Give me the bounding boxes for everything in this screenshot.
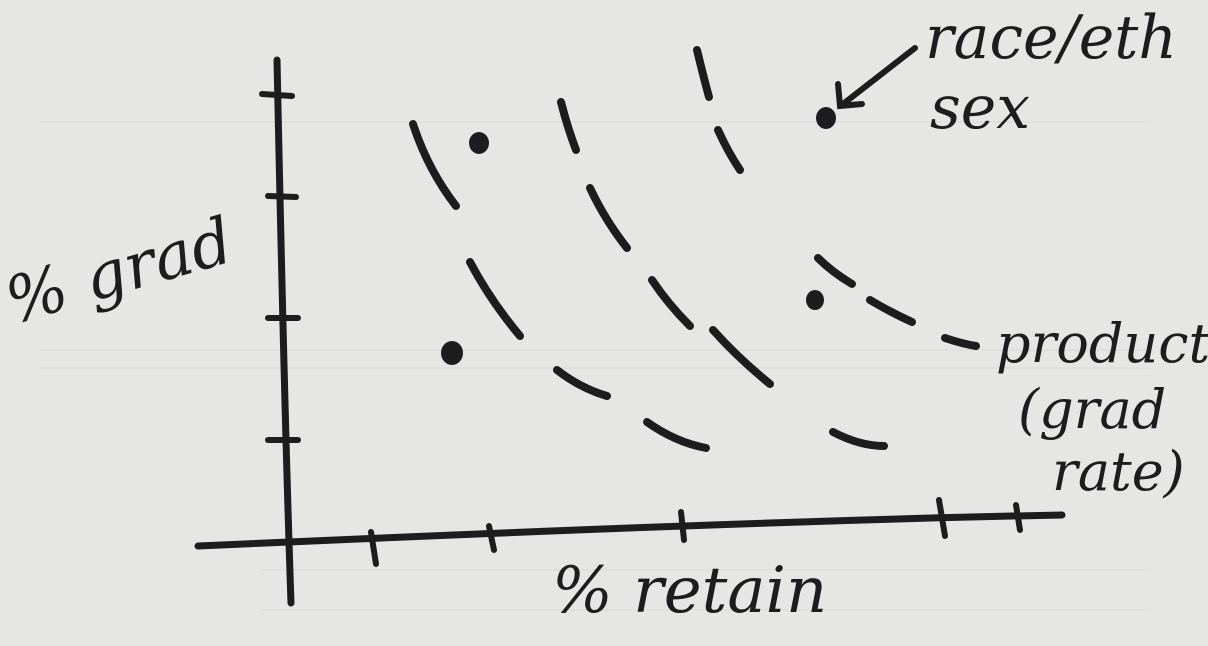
curves-annotation-line-1: product (996, 312, 1208, 375)
arrow-head (835, 81, 865, 110)
data-point (469, 132, 489, 154)
y-tick (265, 193, 299, 200)
paper-texture (40, 121, 1150, 611)
data-point (816, 107, 836, 129)
x-tick (936, 497, 948, 539)
x-tick (368, 529, 379, 567)
y-tick (259, 91, 295, 99)
iso-curve-3 (693, 46, 888, 450)
data-points (441, 107, 836, 365)
x-axis-line (194, 511, 1066, 550)
curves-annotation-label: product (grad rate) (996, 312, 1208, 503)
x-tick (678, 509, 687, 543)
data-point (806, 290, 824, 310)
y-ticks (259, 91, 301, 443)
annotation-arrow (835, 45, 918, 110)
x-axis-label: % retain (552, 554, 827, 628)
y-axis-label: % grad (0, 204, 241, 339)
iso-curve-2 (557, 98, 710, 452)
iso-curves (409, 46, 980, 452)
data-point (441, 341, 463, 365)
points-annotation-label: race/eth sex (925, 3, 1196, 143)
x-tick (1013, 502, 1023, 533)
x-tick (486, 523, 497, 553)
y-axis-line (273, 56, 295, 607)
curves-annotation-line-2: (grad (1018, 378, 1166, 441)
points-annotation-line-2: sex (930, 73, 1030, 143)
arrow-shaft (840, 45, 918, 107)
curves-annotation-line-3: rate) (1052, 440, 1185, 503)
points-annotation-line-1: race/eth (925, 3, 1177, 73)
iso-curve-1 (409, 120, 611, 400)
x-ticks (368, 497, 1023, 567)
iso-curve-4 (814, 254, 980, 350)
